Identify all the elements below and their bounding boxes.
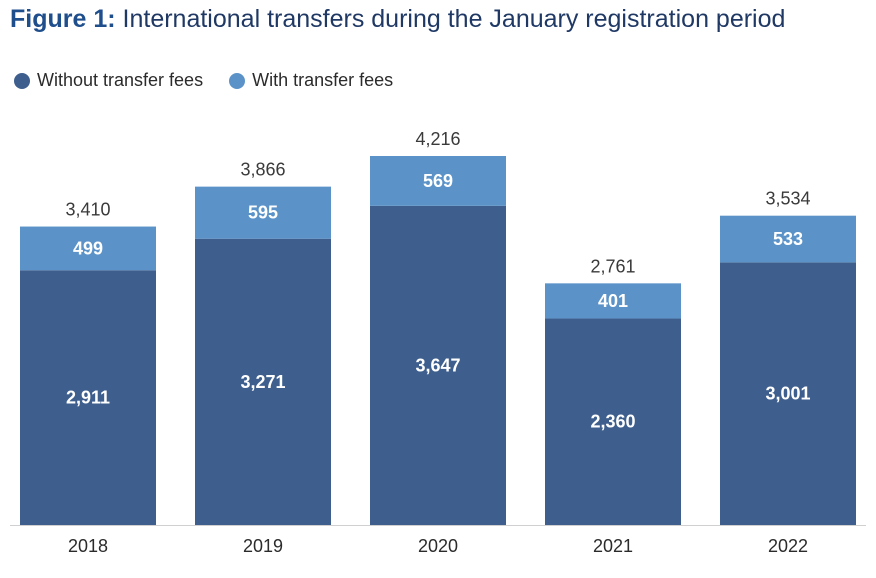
data-label-total-2018: 3,410: [65, 200, 110, 220]
bar-without-fees-2022: [720, 262, 856, 525]
data-label-with-fees-2021: 401: [598, 291, 628, 311]
bar-with-fees-2020: [370, 156, 506, 206]
chart-title-text: International transfers during the Janua…: [122, 5, 786, 33]
legend-item-with-fees: With transfer fees: [229, 70, 393, 91]
x-tick-label-2020: 2020: [418, 536, 458, 556]
bar-with-fees-2021: [545, 283, 681, 319]
x-tick-label-2018: 2018: [68, 536, 108, 556]
legend-item-without-fees: Without transfer fees: [14, 70, 203, 91]
legend-label-without-fees: Without transfer fees: [37, 70, 204, 90]
bar-without-fees-2020: [370, 205, 506, 525]
data-label-total-2022: 3,534: [765, 189, 810, 209]
bar-with-fees-2019: [195, 186, 331, 239]
legend-swatch-with-fees: [229, 72, 246, 89]
data-label-with-fees-2022: 533: [773, 229, 803, 249]
legend: Without transfer fees With transfer fees: [14, 70, 419, 91]
bar-with-fees-2018: [20, 226, 156, 271]
data-label-total-2020: 4,216: [415, 129, 460, 149]
legend-swatch-without-fees: [14, 72, 30, 89]
data-label-with-fees-2020: 569: [423, 171, 453, 191]
data-label-total-2019: 3,866: [240, 160, 285, 180]
legend-label-with-fees: With transfer fees: [252, 70, 394, 90]
data-label-without-fees-2020: 3,647: [415, 355, 460, 375]
data-label-with-fees-2019: 595: [248, 203, 278, 223]
x-tick-label-2022: 2022: [768, 536, 808, 556]
bar-without-fees-2019: [195, 238, 331, 526]
data-label-without-fees-2021: 2,360: [590, 412, 635, 432]
x-tick-label-2019: 2019: [243, 536, 283, 556]
chart-title: Figure 1: International transfers during…: [10, 5, 785, 34]
bar-without-fees-2021: [545, 318, 681, 525]
data-label-with-fees-2018: 499: [73, 238, 103, 258]
data-label-total-2021: 2,761: [590, 256, 635, 276]
data-label-without-fees-2018: 2,911: [66, 388, 110, 408]
data-label-without-fees-2019: 3,271: [240, 372, 285, 392]
figure-label: Figure 1:: [10, 5, 116, 33]
x-tick-label-2021: 2021: [593, 536, 633, 556]
bar-with-fees-2022: [720, 215, 856, 263]
data-label-without-fees-2022: 3,001: [765, 384, 810, 404]
bar-without-fees-2018: [20, 270, 156, 525]
